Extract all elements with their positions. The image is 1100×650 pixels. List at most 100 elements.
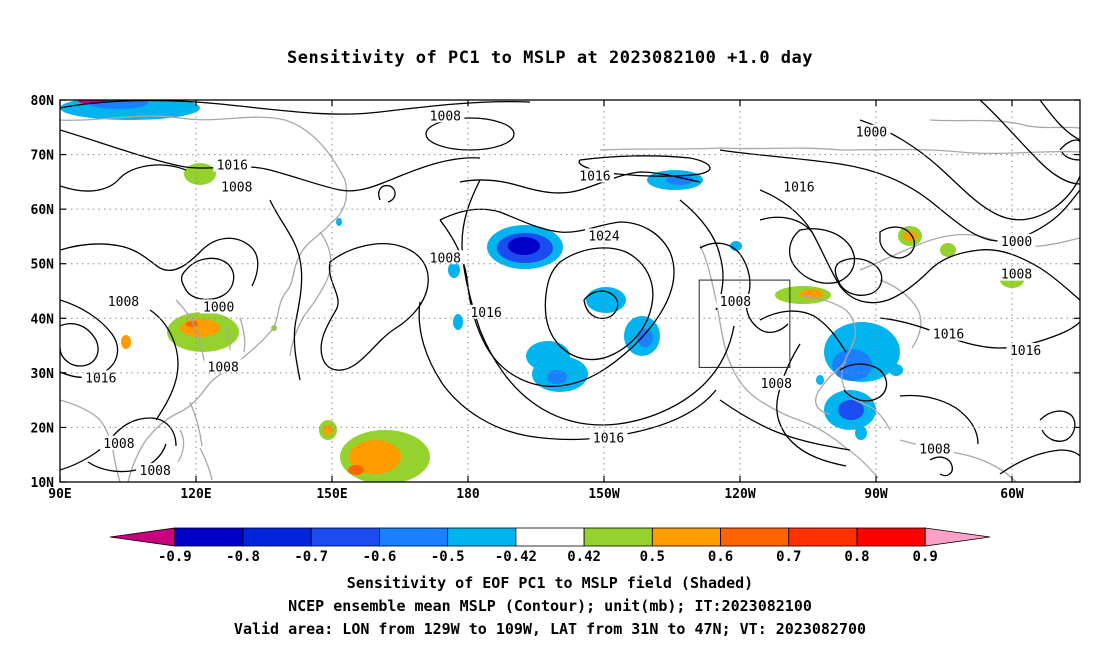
contour-label-bg (585, 228, 623, 243)
colorbar-swatch (174, 527, 244, 547)
colorbar-label: 0.42 (567, 549, 601, 565)
shade-patch (838, 400, 864, 420)
shade-patch (586, 287, 626, 313)
colorbar-swatch (788, 527, 858, 547)
contour-label-text: 1024 (588, 229, 619, 244)
contour-label: 1008 (426, 108, 465, 124)
contour-label: 1016 (575, 168, 614, 184)
footer-line-shaded: Sensitivity of EOF PC1 to MSLP field (Sh… (346, 574, 754, 592)
contour-label-text: 1016 (579, 169, 610, 184)
contour-label: 1008 (716, 293, 755, 310)
valid-area-box (698, 279, 791, 368)
shade-patch (448, 262, 460, 278)
contour-label: 1016 (779, 179, 818, 195)
map-plot-area: 1008 1016 1008 1016 1016 1024 1000 1000 1008 1016… (31, 94, 1081, 502)
lon-tick-label: 150W (588, 487, 619, 502)
contour-label-text: 1008 (919, 442, 950, 457)
colorbar-label: -0.42 (495, 549, 537, 565)
contour-label-text: 1008 (1001, 268, 1032, 283)
contour-label: 1000 (997, 233, 1036, 250)
contour-label-text: 1008 (140, 464, 171, 479)
colorbar-label: 0.7 (776, 549, 801, 565)
contour-label-text: 1008 (430, 109, 461, 124)
contour-label: 1008 (757, 375, 796, 392)
lat-tick-label: 20N (31, 421, 55, 436)
contour-label-bg (199, 299, 238, 314)
colorbar-label: -0.9 (158, 549, 192, 565)
contour-label-bg (852, 124, 891, 139)
contour-label-bg (204, 359, 243, 374)
colorbar-swatch (924, 527, 991, 547)
contour-label-text: 1008 (720, 295, 751, 310)
contour-label-bg (217, 179, 256, 194)
contour-label-bg (757, 375, 796, 390)
contour-label: 1024 (585, 228, 623, 244)
lon-tick-label: 60W (1000, 487, 1024, 502)
shade-patch (180, 319, 220, 337)
contour-label: 1008 (204, 359, 243, 375)
contour-label-text: 1016 (1010, 344, 1041, 359)
colorbar-swatch (583, 527, 653, 547)
contour-label: 1016 (1006, 343, 1045, 359)
shade-patch (121, 335, 131, 349)
contour-label: 1016 (929, 326, 968, 343)
contour-label-bg (99, 435, 138, 450)
shade-patch (855, 426, 867, 440)
contour-label: 1008 (104, 293, 143, 310)
contour-label: 1016 (467, 304, 506, 321)
lon-tick-label: 180 (456, 487, 480, 502)
contour-label-text: 1016 (470, 306, 501, 321)
contour-label-bg (426, 108, 465, 123)
contour-label-bg (929, 326, 968, 341)
contour-label: 1016 (213, 157, 252, 173)
contour-label-bg (1006, 343, 1045, 358)
contour-label-bg (779, 179, 818, 194)
contour-label-text: 1000 (1001, 235, 1032, 250)
mslp-contours (60, 100, 1080, 477)
lon-tick-label: 120W (724, 487, 755, 502)
shade-patch (547, 370, 567, 384)
contour-label-text: 1008 (761, 377, 792, 392)
footer-line-valid-area: Valid area: LON from 129W to 109W, LAT f… (233, 620, 867, 638)
contour-label-bg (426, 250, 465, 265)
contour-label-bg (997, 233, 1036, 248)
contour-label: 1000 (199, 299, 238, 315)
figure-title: Sensitivity of PC1 to MSLP at 2023082100… (286, 48, 813, 68)
contour-label: 1008 (99, 435, 138, 452)
shade-patch (889, 364, 903, 376)
coastlines (60, 115, 1080, 482)
lat-tick-label: 40N (31, 312, 55, 327)
shade-patch (453, 314, 463, 330)
contour-label-text: 1016 (933, 328, 964, 343)
contour-label: 1000 (852, 124, 891, 141)
contour-label-bg (589, 430, 628, 445)
contour-label-text: 1000 (856, 126, 887, 141)
lat-tick-label: 50N (31, 258, 55, 273)
colorbar-label: -0.5 (431, 549, 465, 565)
contour-label-text: 1000 (203, 300, 234, 315)
lat-tick-label: 10N (31, 476, 55, 491)
axis-ticks (59, 99, 1080, 483)
contour-label-text: 1008 (430, 251, 461, 266)
lon-tick-label: 150E (316, 487, 347, 502)
colorbar-swatch (651, 527, 721, 547)
contour-label-text: 1008 (208, 360, 239, 375)
lat-tick-label: 70N (31, 149, 55, 164)
sensitivity-shading (60, 100, 1024, 482)
lat-tick-label: 60N (31, 203, 55, 218)
colorbar-label: -0.7 (294, 549, 328, 565)
lon-tick-label: 90E (48, 487, 71, 502)
lon-tick-label: 120E (180, 487, 211, 502)
colorbar: -0.9 -0.8 -0.7 -0.6 -0.5 -0.42 0.42 0.5 0.6 0.7 0.… (109, 527, 991, 565)
colorbar-swatch (515, 527, 585, 547)
contour-label-text: 1016 (85, 371, 116, 386)
shade-patch (186, 321, 198, 327)
shade-patch (184, 163, 216, 185)
contour-label: 1016 (589, 430, 628, 446)
shade-patch (637, 329, 653, 347)
colorbar-label: -0.6 (363, 549, 397, 565)
contour-label-text: 1008 (103, 437, 134, 452)
contour-label-text: 1016 (783, 180, 814, 195)
shade-patch (666, 175, 694, 185)
